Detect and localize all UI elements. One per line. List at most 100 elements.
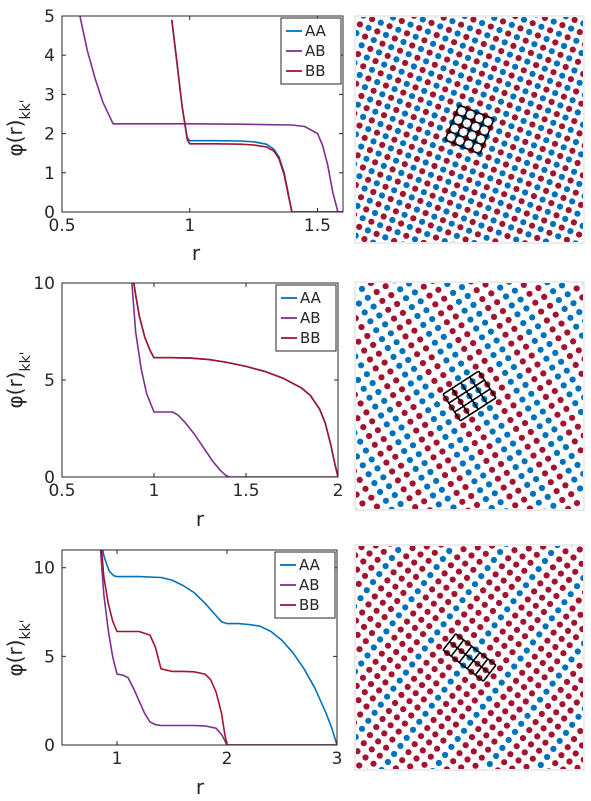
particle [507,378,514,385]
particle [560,766,567,769]
particle [397,626,404,633]
particle [384,52,391,60]
particle [562,548,569,555]
particle [578,560,583,567]
particle [582,318,583,324]
particle [465,469,472,476]
particle [356,682,360,689]
particle [554,658,561,665]
particle [415,489,422,496]
particle [412,84,419,91]
particle [445,26,452,33]
particle [404,395,411,402]
particle [477,410,485,417]
particle [555,30,563,37]
particle [426,150,433,157]
particle [468,552,475,559]
y-tick-label: 5 [44,371,55,391]
particle [424,79,431,86]
particle [555,607,562,614]
particle [558,283,566,289]
particle [565,429,573,436]
particle [387,145,394,152]
particle [562,444,570,451]
particle [494,107,501,114]
particle [409,442,417,449]
particle [560,194,567,201]
particle [389,216,396,224]
particle [356,80,360,87]
particle [487,175,494,182]
particle [496,322,503,329]
particle [532,537,538,543]
particle [414,54,421,61]
particle [382,563,389,570]
particle [479,638,486,645]
particle [486,404,493,412]
particle [524,596,531,603]
particle [489,44,496,51]
particle [499,628,506,635]
particle [356,468,357,474]
particle [518,434,526,441]
particle [529,574,536,581]
particle [569,46,576,53]
particle [570,546,574,547]
particle [358,660,365,667]
particle [445,598,452,606]
particle [520,17,528,23]
particle [525,367,532,374]
particle [503,60,510,67]
particle [379,599,386,606]
particle [533,62,540,69]
particle [377,488,384,495]
particle [502,241,506,242]
particle [405,203,412,210]
particle [392,699,399,707]
particle [457,436,464,444]
particle [356,415,361,422]
particle [575,347,582,354]
particle [402,604,409,611]
particle [447,480,454,488]
particle [573,583,581,590]
particle [374,556,381,563]
particle [470,748,477,755]
particle [483,732,490,739]
particle [367,681,375,688]
particle [439,555,446,563]
particle [504,671,511,678]
particle [373,288,380,296]
particle [481,601,488,608]
particle [358,324,365,331]
particle [492,137,499,144]
particle [419,398,426,405]
particle [532,299,539,306]
particle [478,222,485,229]
particle [557,102,564,109]
y-tick-label: 10 [33,559,55,579]
particle [435,286,442,293]
particle [455,152,462,159]
particle [543,35,550,43]
particle [489,466,496,473]
particle [573,500,581,507]
particle [514,575,522,583]
particle [575,713,582,720]
particle [570,219,578,226]
particle [376,312,383,319]
particle [446,547,453,555]
particle [476,740,484,747]
particle [454,30,461,37]
particle [578,50,583,57]
particle [575,385,582,392]
particle [553,60,561,67]
particle [381,730,388,737]
particle [515,449,522,456]
particle [522,582,530,589]
particle [506,569,513,576]
particle [468,283,474,285]
particle [557,570,565,577]
particle [532,770,538,776]
particle [508,224,515,231]
